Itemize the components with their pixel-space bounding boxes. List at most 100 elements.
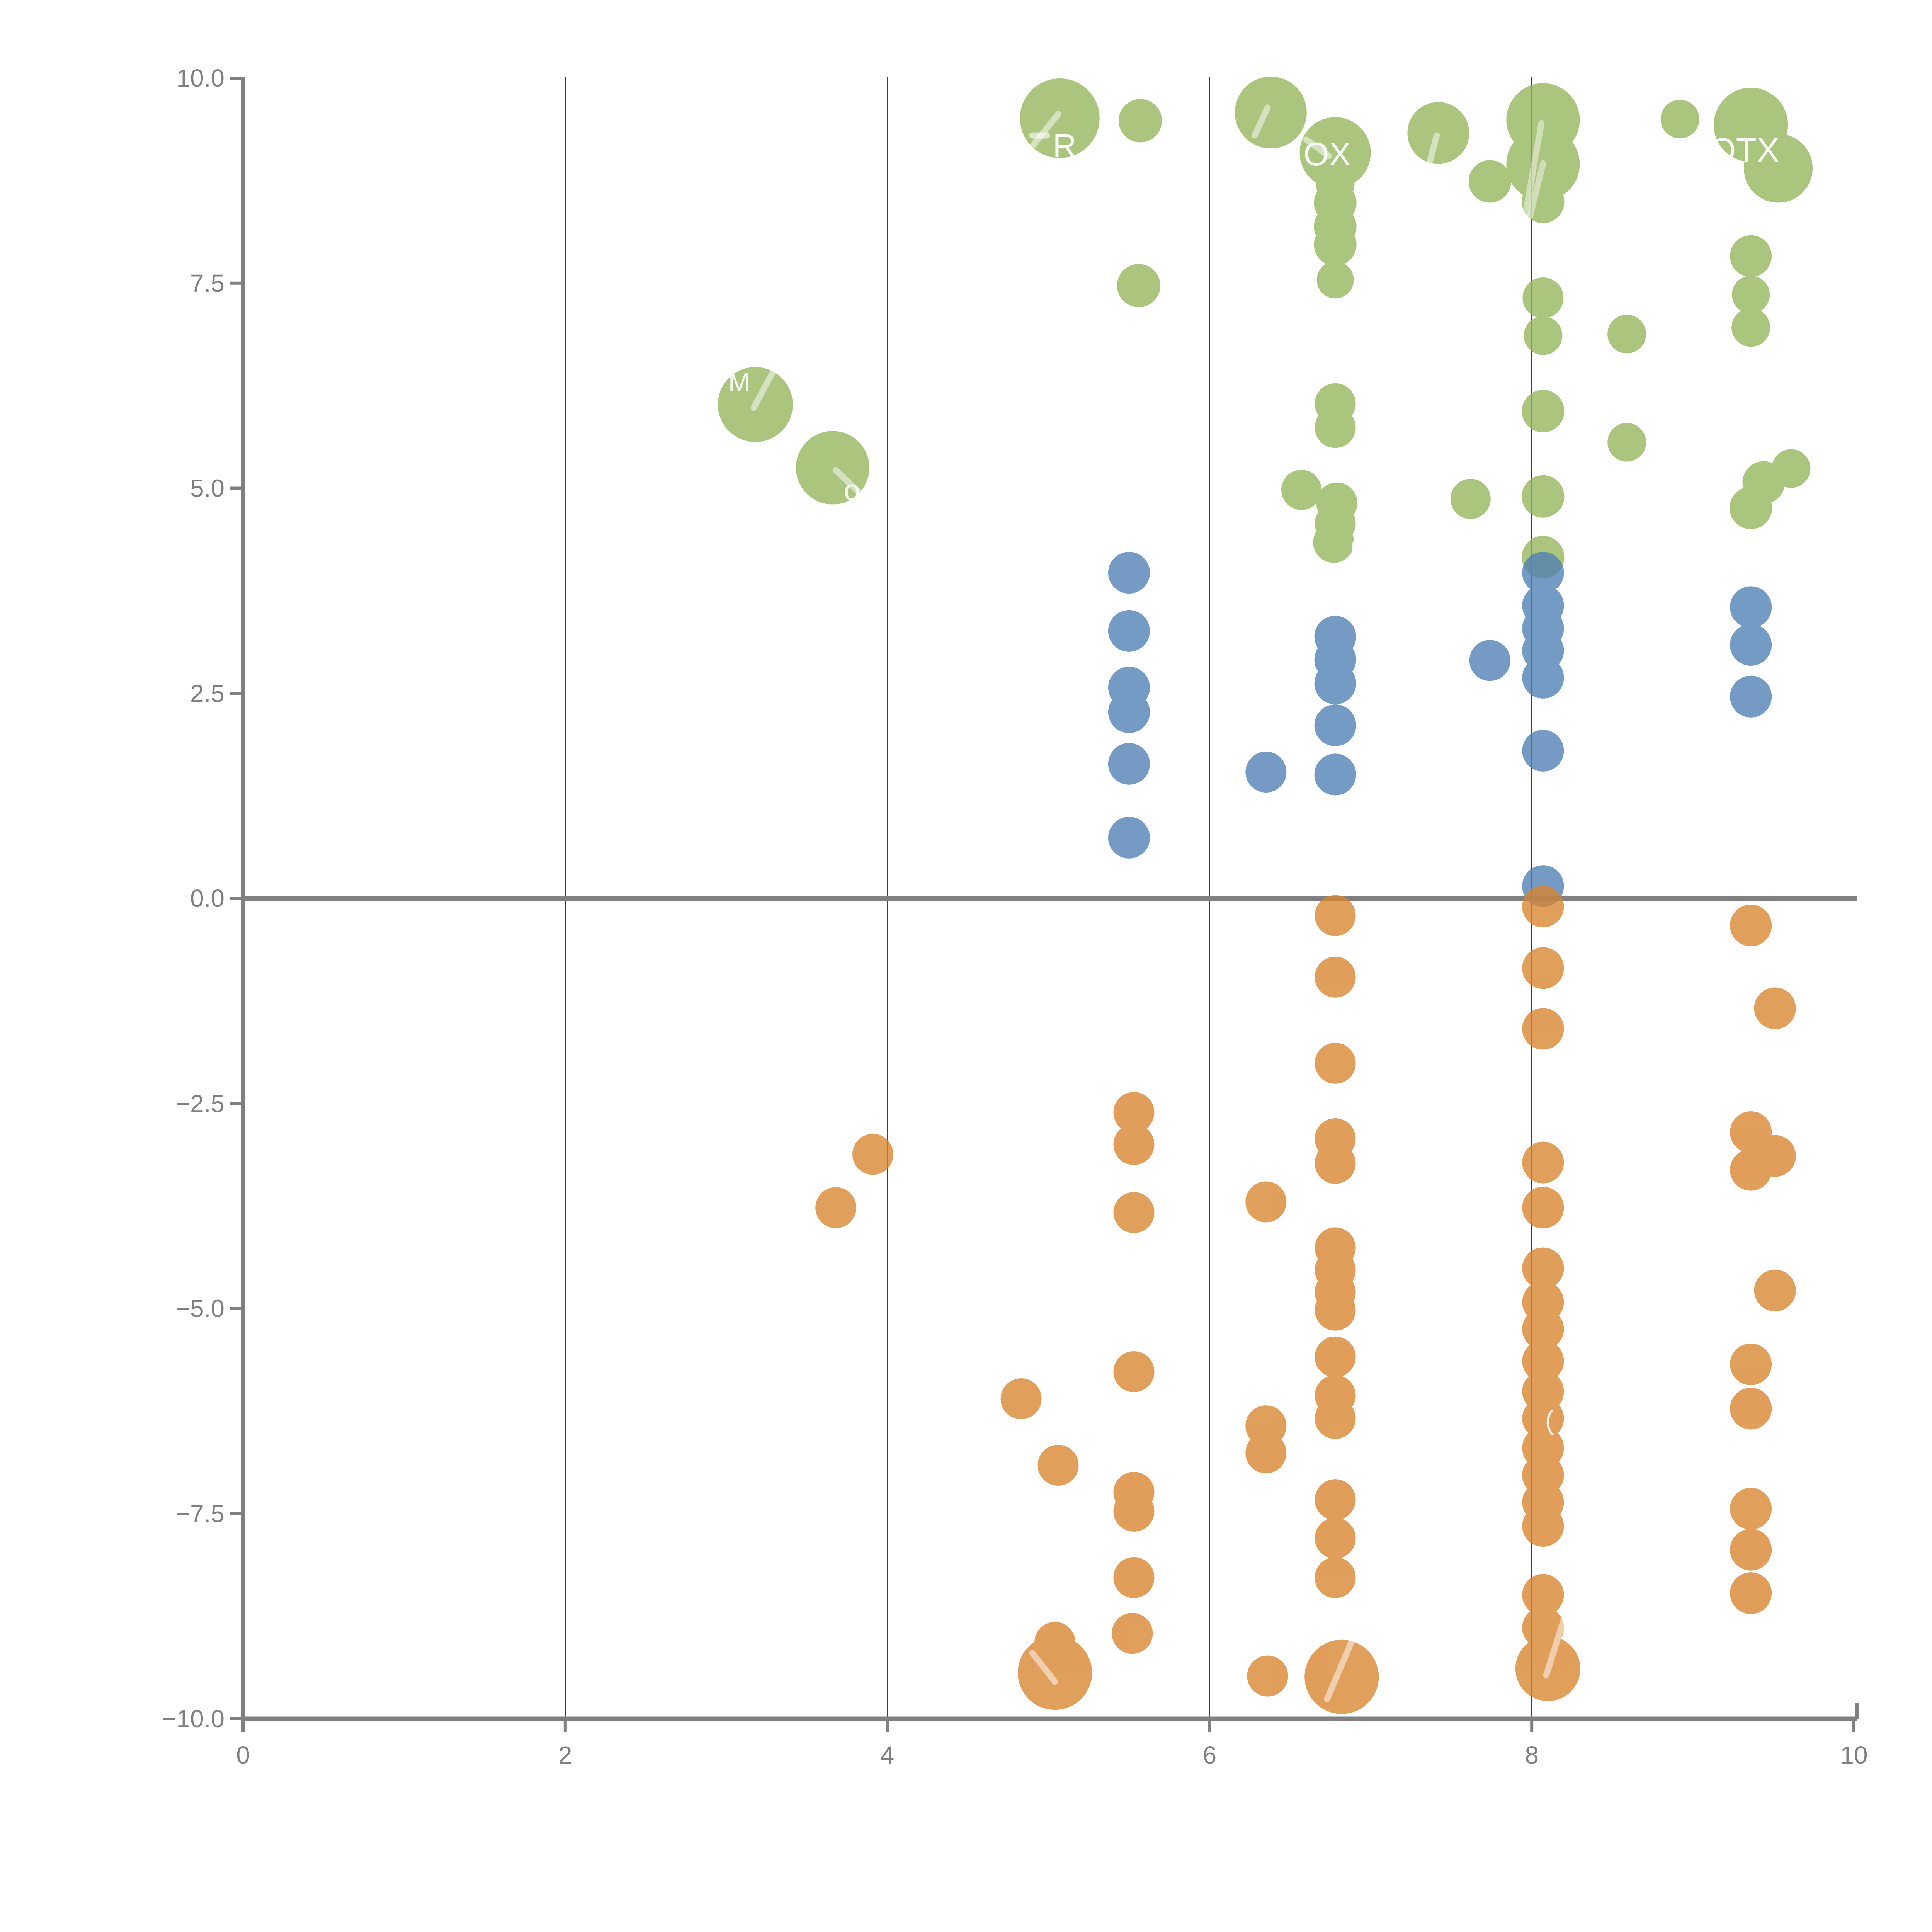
y-tick-label-2.5: 2.5 xyxy=(190,679,224,707)
bubble-green xyxy=(1468,160,1511,203)
bubble-green xyxy=(1281,469,1322,510)
bubble-green xyxy=(1607,423,1646,462)
bubble-orange xyxy=(1730,1488,1772,1530)
x-tick-label-6: 6 xyxy=(1203,1741,1217,1769)
bubble-orange xyxy=(1522,947,1564,989)
bubble-orange xyxy=(1315,1517,1356,1559)
bubble-green xyxy=(1117,264,1160,308)
bubble-green xyxy=(1660,100,1699,139)
bubble-orange xyxy=(1522,1008,1564,1050)
slash-mark xyxy=(1324,1635,1356,1702)
bubble-label: OTX xyxy=(1709,131,1779,169)
bubble-orange xyxy=(1315,1336,1356,1378)
bubble-label: ( xyxy=(1545,1405,1554,1435)
bubble-orange xyxy=(1522,886,1564,928)
bubble-label: OX xyxy=(1303,136,1351,173)
series-orange xyxy=(815,886,1796,1714)
bubble-orange xyxy=(1113,1092,1155,1133)
bubble-label: M xyxy=(728,367,750,397)
bubble-green xyxy=(1299,117,1371,189)
bubble-orange xyxy=(1754,987,1796,1029)
bubble-orange xyxy=(1315,1398,1356,1439)
bubble-orange xyxy=(852,1134,894,1175)
bubble-orange xyxy=(1247,1655,1288,1697)
bubble-orange xyxy=(1522,1141,1564,1184)
bubble-green xyxy=(1731,308,1770,347)
slash-mark xyxy=(833,467,865,498)
bubble-blue xyxy=(1522,656,1564,699)
slash-mark xyxy=(1026,111,1061,153)
bubble-green xyxy=(1524,316,1563,355)
bubble-orange xyxy=(1754,1269,1796,1311)
bubble-orange xyxy=(1730,1388,1772,1430)
bubble-green xyxy=(1730,235,1772,277)
bubble-orange xyxy=(1304,1639,1379,1714)
bubble-blue xyxy=(1314,753,1356,796)
bubble-orange xyxy=(1522,1187,1564,1229)
bubble-orange xyxy=(1037,1444,1079,1486)
bubble-orange xyxy=(1315,956,1356,998)
slash-mark xyxy=(1527,160,1546,219)
bubble-blue xyxy=(1108,610,1150,652)
series-green xyxy=(718,77,1813,578)
slash-mark xyxy=(1303,136,1332,159)
bubble-green xyxy=(1522,475,1565,518)
bubble-orange xyxy=(1000,1378,1042,1420)
bubble-blue xyxy=(1108,816,1150,859)
bubble-orange xyxy=(1522,1574,1564,1616)
bubble-blue xyxy=(1730,624,1772,666)
slash-mark xyxy=(750,369,776,411)
bubble-green xyxy=(1744,134,1813,203)
slash-mark xyxy=(1427,132,1440,163)
x-tick-label-0: 0 xyxy=(236,1741,250,1769)
bubble-green xyxy=(1730,486,1772,529)
bubble-label: ( xyxy=(1350,531,1359,561)
bubble-blue xyxy=(1108,743,1150,785)
bubble-green xyxy=(1315,407,1356,448)
bubble-orange xyxy=(1730,905,1772,947)
bubble-orange xyxy=(1754,1135,1796,1177)
bubble-green xyxy=(1522,180,1565,223)
bubble-orange xyxy=(1522,1308,1564,1350)
y-tick-label--7.5: −7.5 xyxy=(176,1500,224,1527)
bubble-blue xyxy=(1108,552,1150,594)
bubble-blue xyxy=(1314,704,1356,747)
bubble-blue xyxy=(1730,586,1772,628)
y-tick-label--10: −10.0 xyxy=(162,1705,224,1733)
y-tick-label--2.5: −2.5 xyxy=(176,1090,224,1117)
slash-mark xyxy=(1522,120,1545,218)
x-tick-label-8: 8 xyxy=(1525,1741,1539,1769)
bubble-orange xyxy=(1113,1192,1155,1233)
bubble-green xyxy=(1313,522,1354,563)
bubble-orange xyxy=(1113,1557,1155,1598)
bubble-green xyxy=(1314,223,1357,266)
bubble-green xyxy=(1235,77,1307,149)
bubble-label: R xyxy=(1053,128,1076,165)
bubble-orange xyxy=(1315,1143,1356,1184)
bubble-blue xyxy=(1108,691,1150,733)
bubble-orange xyxy=(1034,1622,1076,1663)
bubble-blue xyxy=(1245,752,1287,793)
x-tick-label-4: 4 xyxy=(881,1741,895,1769)
slash-mark xyxy=(1543,1611,1569,1679)
bubble-blue xyxy=(1730,675,1772,718)
y-tick-label-10: 10.0 xyxy=(176,64,224,92)
bubble-label: 7 xyxy=(1215,306,1227,330)
slash-mark xyxy=(1252,104,1271,139)
bubble-label: o xyxy=(844,474,860,507)
bubble-green xyxy=(1450,479,1491,519)
bubble-orange xyxy=(1315,1289,1356,1331)
bubble-green xyxy=(1506,127,1580,201)
bubble-orange xyxy=(1315,1043,1356,1084)
bubble-orange xyxy=(1522,1247,1564,1289)
bubble-orange xyxy=(1112,1613,1153,1654)
bubble-orange xyxy=(1245,1181,1287,1223)
y-tick-label-7.5: 7.5 xyxy=(190,269,224,297)
bubble-orange xyxy=(1113,1124,1155,1165)
bubble-orange xyxy=(1730,1343,1772,1385)
x-tick-label-2: 2 xyxy=(558,1741,572,1769)
bubble-blue xyxy=(1314,662,1356,704)
x-tick-label-10: 10 xyxy=(1840,1741,1867,1769)
